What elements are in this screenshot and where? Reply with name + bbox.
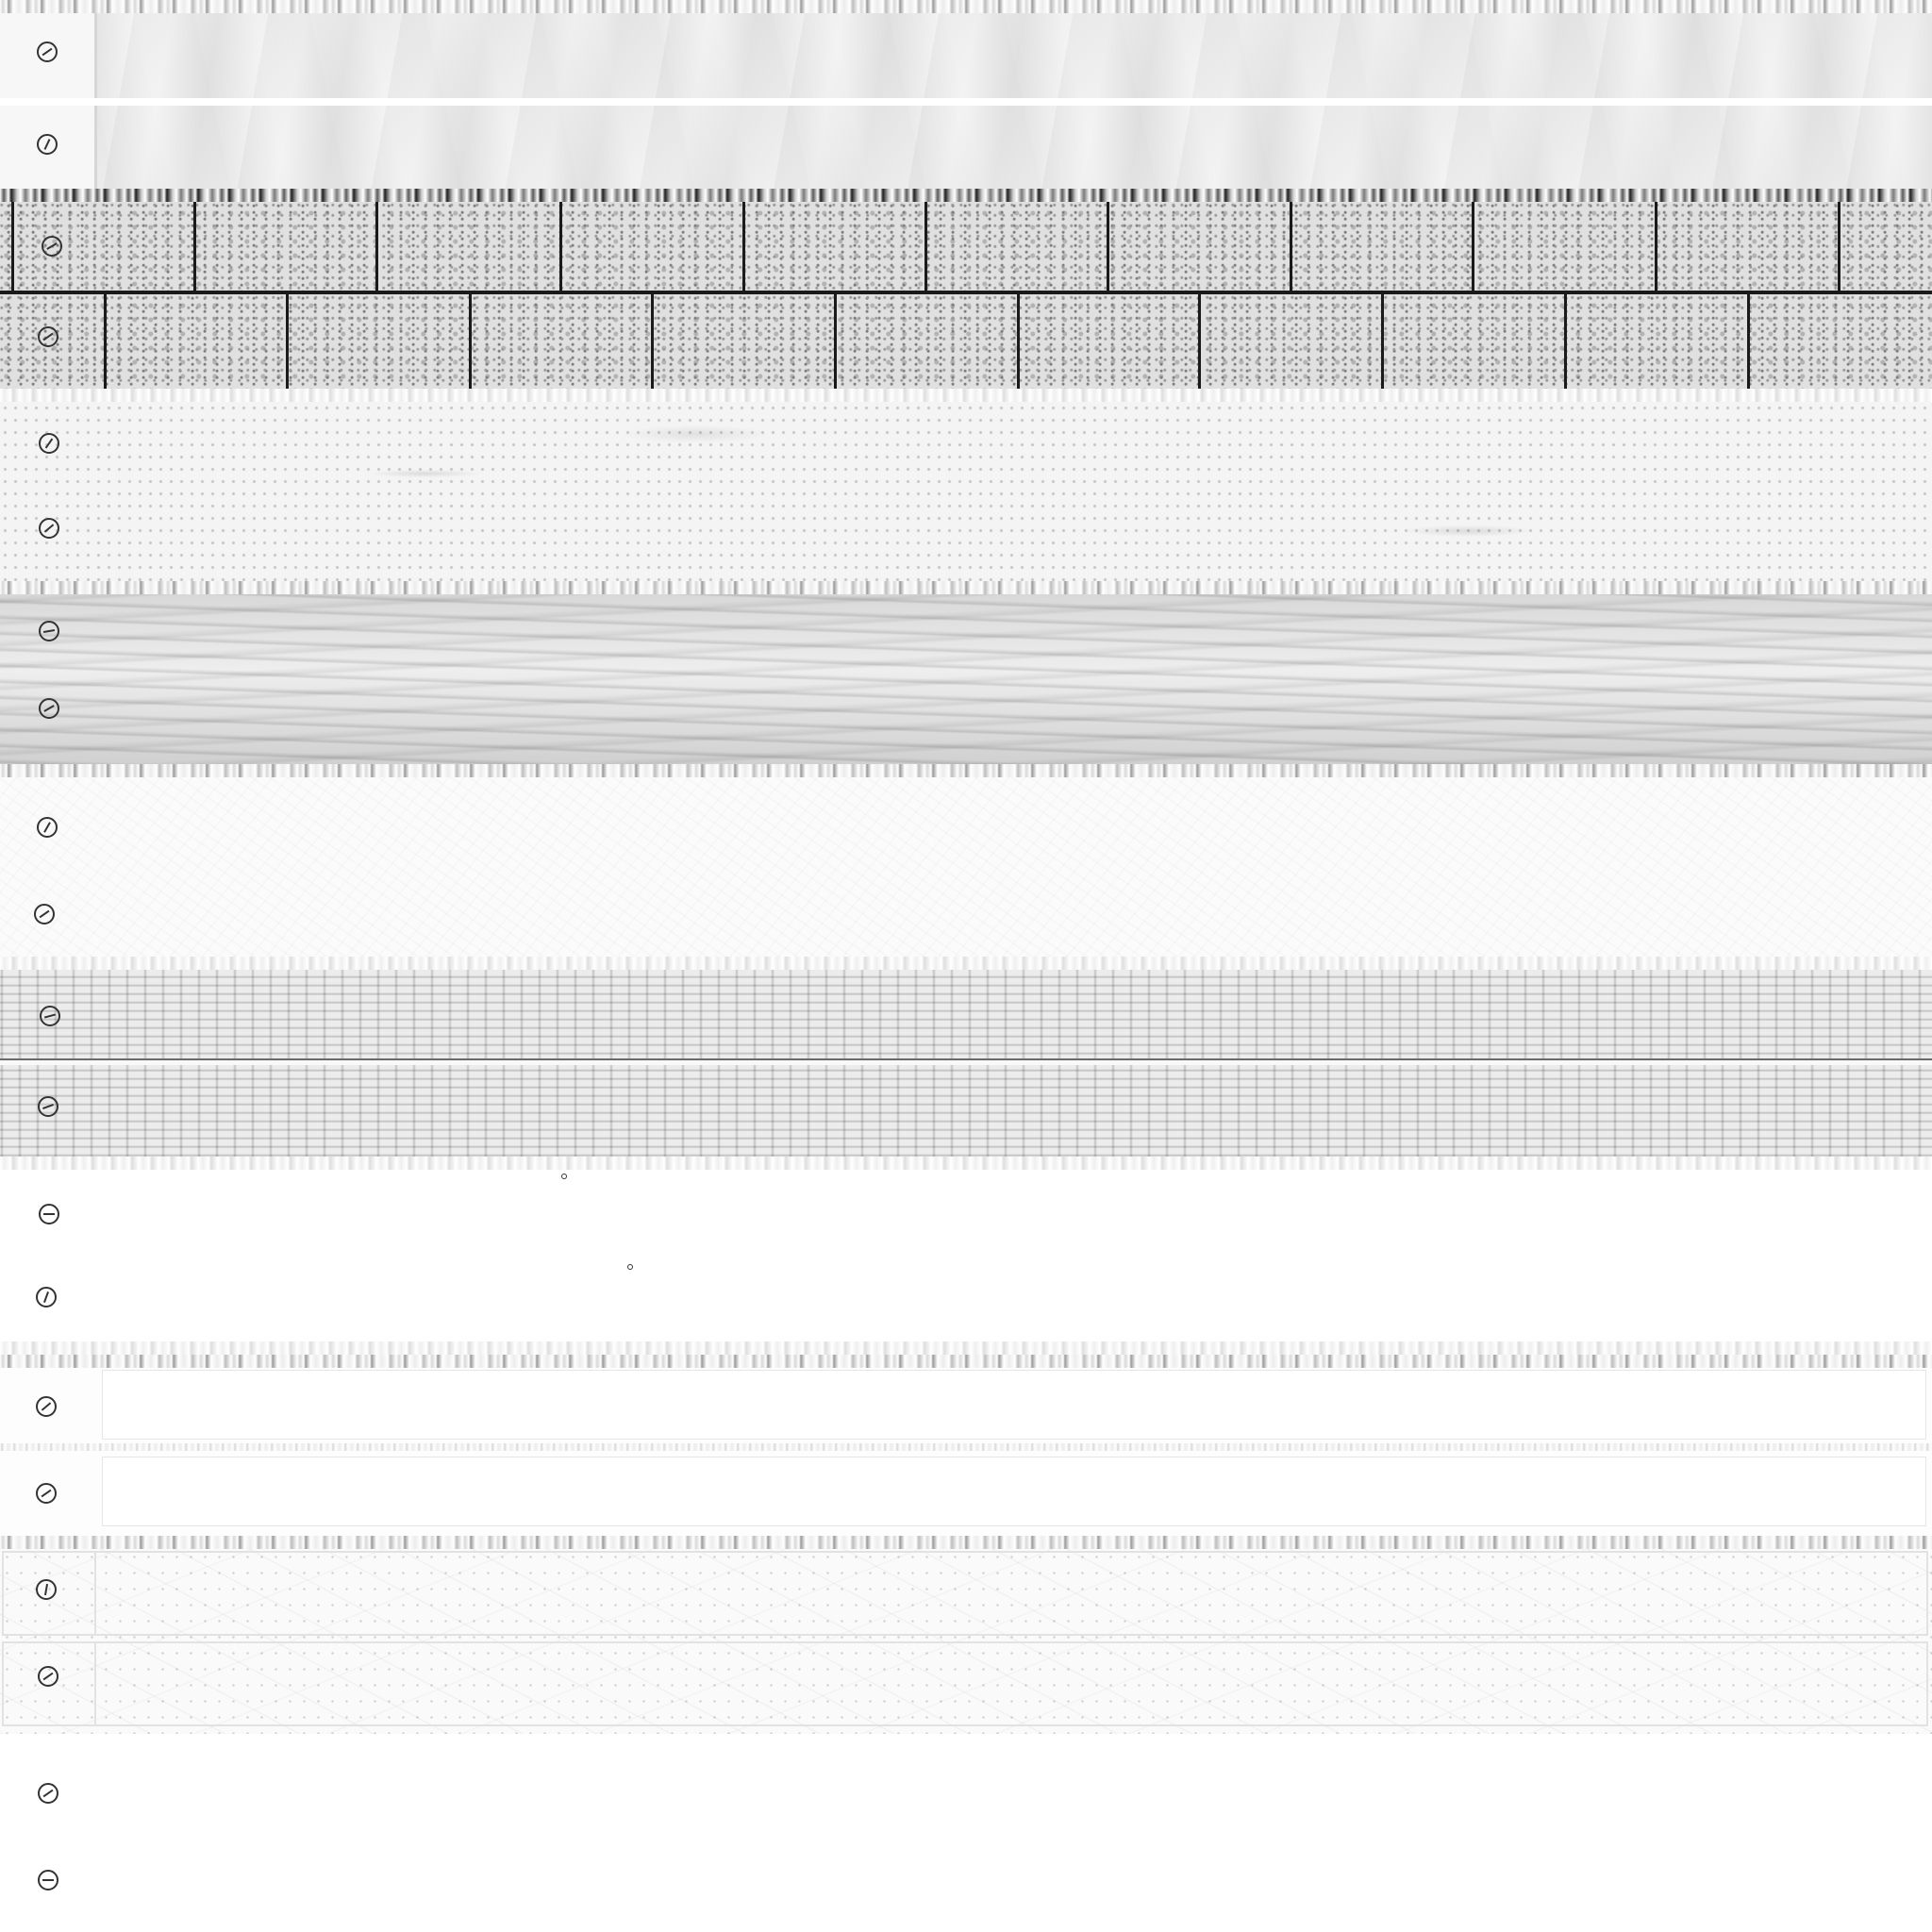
circle-slash-icon (39, 518, 59, 539)
paver-joint (1381, 294, 1384, 389)
texture-band-weathered-plank (0, 970, 1932, 1157)
circle-slash-icon (37, 134, 58, 155)
circle-slash-icon (40, 1006, 60, 1026)
separator-strip (0, 389, 1932, 402)
paver-joint (742, 202, 745, 291)
texture-band-smooth-panel (0, 1368, 1932, 1536)
circle-slash-icon (36, 1579, 57, 1600)
paver-joint (1017, 294, 1020, 389)
circle-slash-icon (37, 817, 58, 838)
separator-strip (0, 0, 1932, 13)
texture-band-fabric (0, 13, 1932, 189)
marker-dot (627, 1264, 633, 1270)
circle-slash-icon (36, 1396, 57, 1417)
paver-joint (1564, 294, 1567, 389)
separator-strip (0, 1341, 1932, 1355)
texture-band-blank (0, 1734, 1932, 1932)
paver-joint (469, 294, 472, 389)
circle-slash-icon (38, 326, 58, 347)
plank-divider (0, 1058, 1932, 1065)
paver-joint (651, 294, 654, 389)
paver-joint (0, 291, 1932, 294)
paver-row (0, 294, 1932, 389)
paver-joint (1198, 294, 1201, 389)
circle-slash-icon (38, 1666, 58, 1687)
paver-joint (1107, 202, 1109, 291)
circle-slash-icon (39, 1204, 59, 1224)
frame-seam (94, 1553, 96, 1634)
texture-band-concrete (0, 402, 1932, 581)
circle-slash-icon (42, 236, 62, 257)
circle-slash-icon (36, 1483, 57, 1504)
paver-joint (1655, 202, 1657, 291)
paver-joint (1838, 202, 1840, 291)
paver-joint (924, 202, 927, 291)
paver-joint (375, 202, 378, 291)
circle-slash-icon (37, 42, 58, 62)
paver-joint (193, 202, 196, 291)
panel-surface (102, 1457, 1926, 1526)
circle-slash-icon (39, 698, 59, 719)
paver-joint (834, 294, 837, 389)
panel-surface (102, 1370, 1926, 1440)
paver-row (0, 202, 1932, 291)
texture-band-fiber (0, 777, 1932, 957)
circle-slash-icon (34, 904, 55, 924)
paver-joint (104, 294, 107, 389)
separator-strip (0, 189, 1932, 202)
separator-strip (0, 957, 1932, 970)
separator-strip (0, 581, 1932, 594)
texture-band-granite-paver (0, 202, 1932, 389)
panel-seam (0, 1443, 1932, 1451)
marker-dot (561, 1174, 567, 1179)
paver-joint (1290, 202, 1292, 291)
separator-strip (0, 1355, 1932, 1368)
texture-band-plain (0, 1170, 1932, 1341)
separator-strip (0, 1536, 1932, 1549)
circle-slash-icon (38, 1870, 58, 1890)
scratch-frame (2, 1551, 1928, 1636)
paver-joint (1747, 294, 1750, 389)
circle-slash-icon (38, 1783, 58, 1804)
circle-slash-icon (39, 621, 59, 641)
texture-band-wood-grain (0, 594, 1932, 764)
paver-joint (559, 202, 562, 291)
band-divider (0, 98, 1932, 106)
circle-slash-icon (36, 1287, 57, 1307)
paver-joint (1472, 202, 1474, 291)
circle-slash-icon (38, 1096, 58, 1117)
circle-slash-icon (39, 433, 59, 454)
texture-band-scratched (0, 1549, 1932, 1734)
scratch-frame (2, 1641, 1928, 1726)
separator-strip (0, 764, 1932, 777)
separator-strip (0, 1157, 1932, 1170)
paver-joint (11, 202, 14, 291)
frame-seam (94, 1643, 96, 1724)
paver-joint (286, 294, 289, 389)
